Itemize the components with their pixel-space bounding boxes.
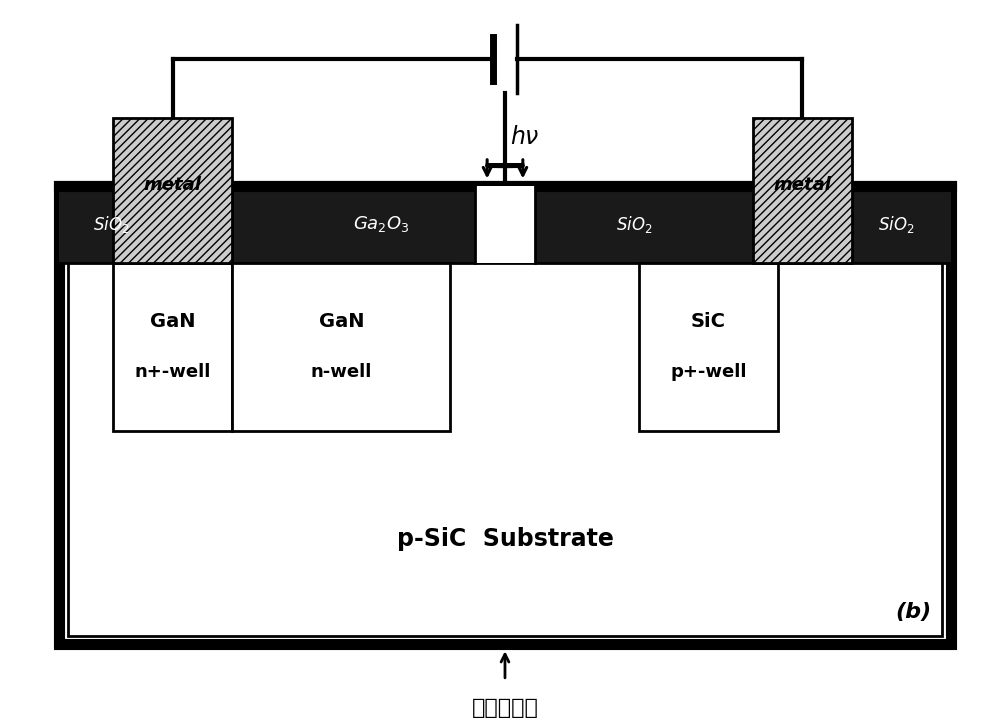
Text: $SiO_2$: $SiO_2$ xyxy=(616,214,652,235)
Text: $Ga_2O_3$: $Ga_2O_3$ xyxy=(353,214,409,234)
Bar xyxy=(114,263,232,431)
Bar xyxy=(67,195,943,636)
Text: n-well: n-well xyxy=(311,363,372,381)
Bar xyxy=(58,187,952,263)
Text: n+-well: n+-well xyxy=(135,363,211,381)
Text: (b): (b) xyxy=(895,602,932,622)
Bar xyxy=(114,118,232,263)
Text: metal: metal xyxy=(774,176,831,195)
Bar xyxy=(232,263,451,431)
Text: 涂覆遮光层: 涂覆遮光层 xyxy=(472,698,538,718)
Bar xyxy=(752,118,852,263)
Text: $h\nu$: $h\nu$ xyxy=(510,126,539,150)
Text: GaN: GaN xyxy=(319,312,364,331)
Bar xyxy=(58,187,952,645)
Text: SiC: SiC xyxy=(691,312,725,331)
Text: GaN: GaN xyxy=(150,312,195,331)
Text: p+-well: p+-well xyxy=(670,363,746,381)
Text: metal: metal xyxy=(144,176,201,195)
Text: $SiO_2$: $SiO_2$ xyxy=(878,214,915,235)
Bar xyxy=(475,187,535,263)
Bar xyxy=(639,263,778,431)
Text: $SiO_2$: $SiO_2$ xyxy=(94,214,130,235)
Text: p-SiC  Substrate: p-SiC Substrate xyxy=(396,526,614,551)
